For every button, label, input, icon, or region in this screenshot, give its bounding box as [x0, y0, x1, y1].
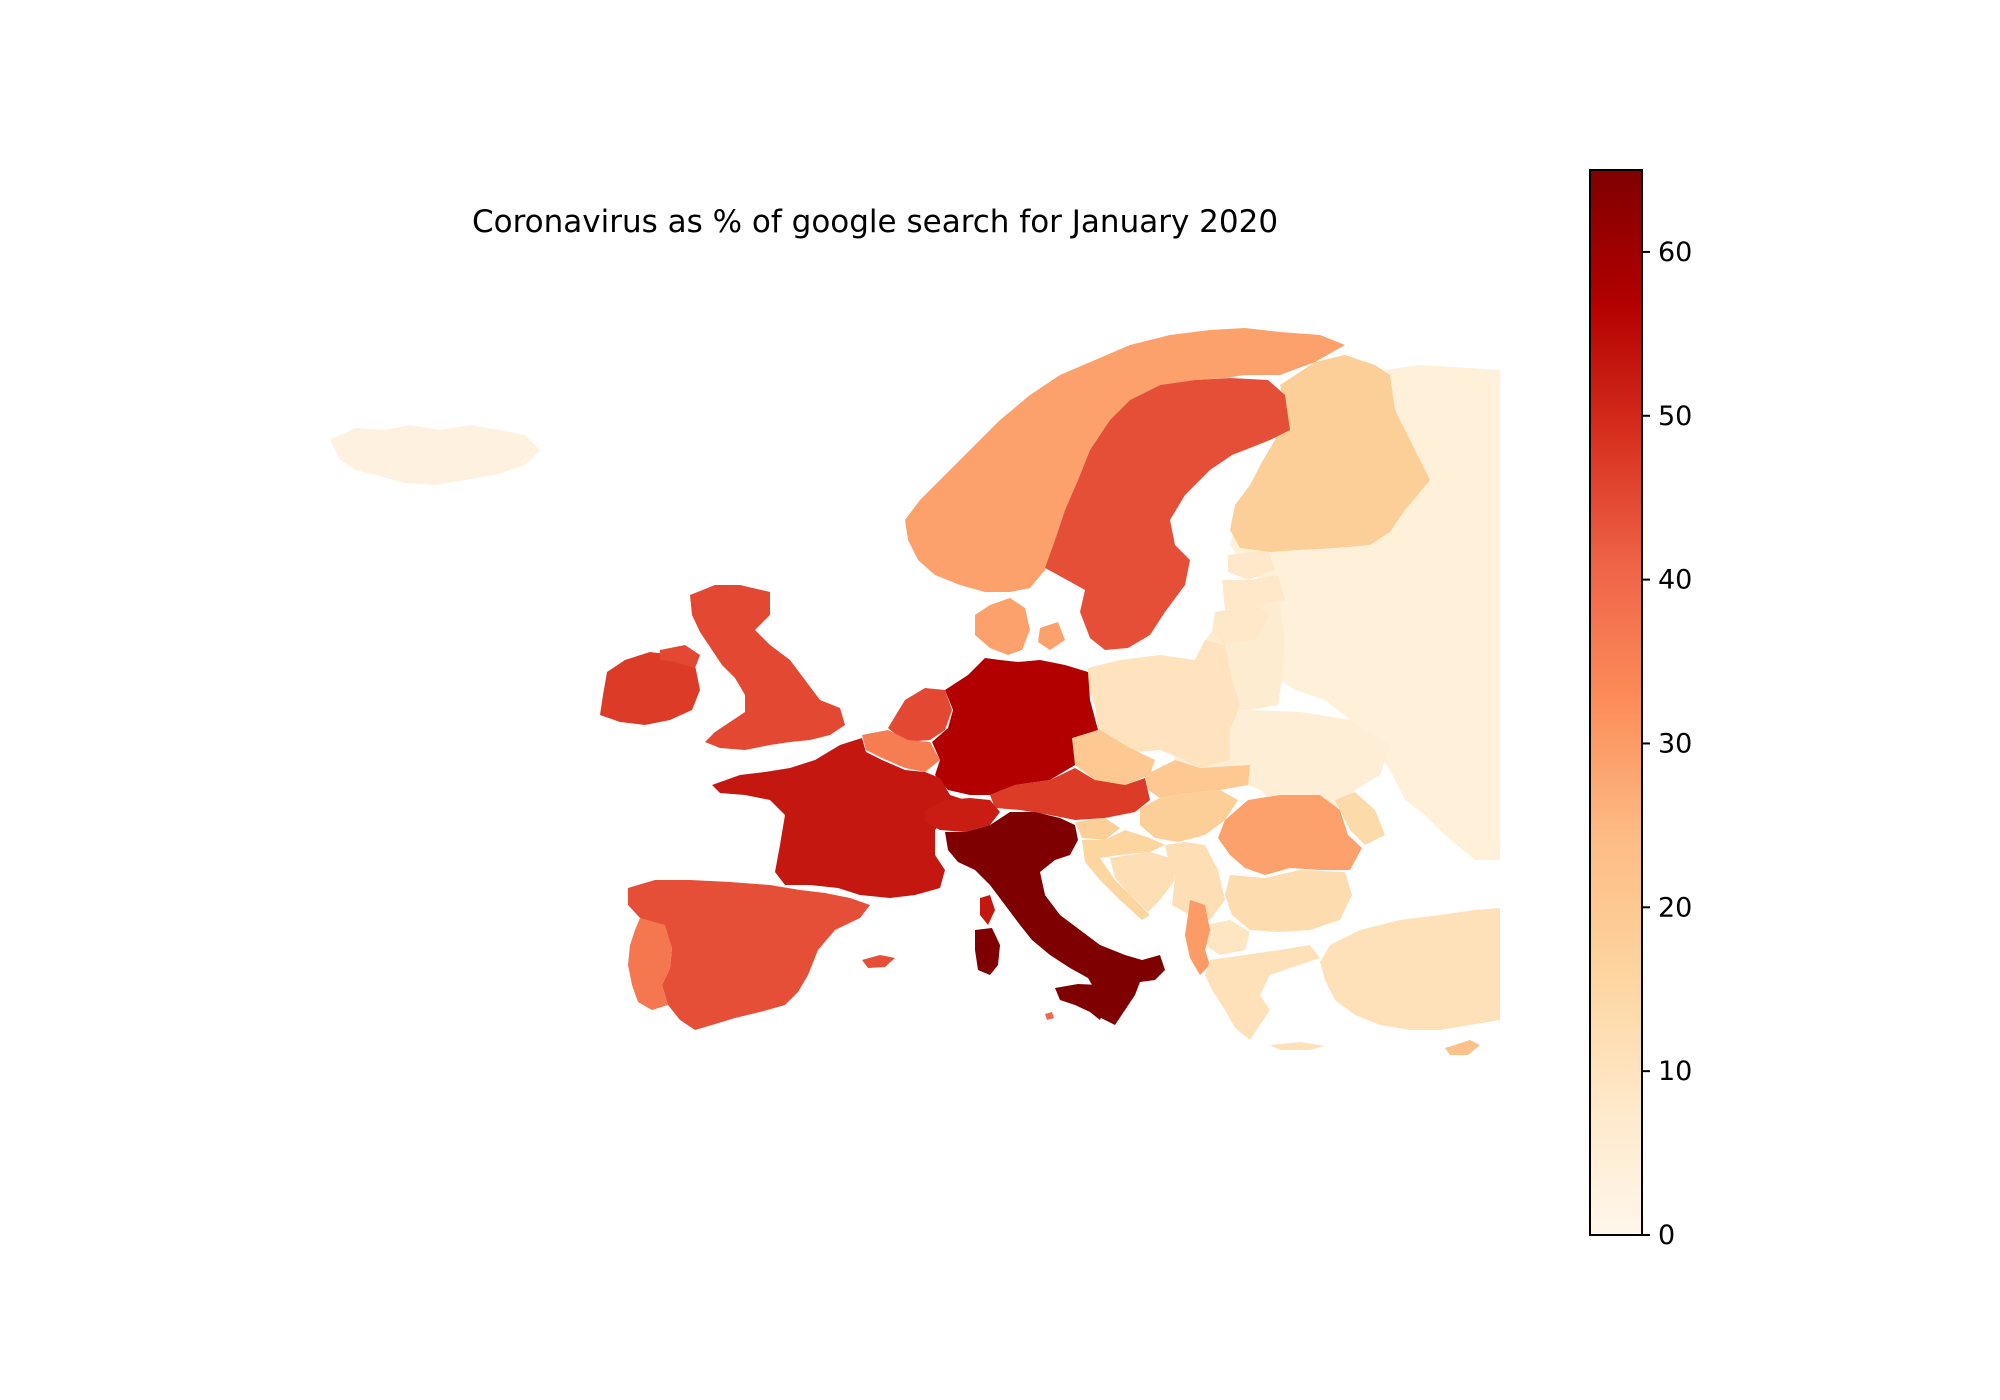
region-greece — [1205, 945, 1320, 1040]
region-serbia — [1165, 842, 1225, 920]
region-ireland — [600, 652, 700, 725]
region-cyprus — [1445, 1040, 1480, 1055]
colorbar-tick-label: 40 — [1658, 565, 1692, 596]
region-france-corsica — [980, 895, 995, 925]
region-malta — [1045, 1012, 1054, 1020]
colorbar-tick-label: 10 — [1658, 1056, 1692, 1087]
region-switzerland — [925, 798, 1000, 832]
colorbar-tick-label: 60 — [1658, 237, 1692, 268]
region-slovakia — [1145, 760, 1250, 798]
region-uk — [690, 585, 845, 750]
region-germany — [932, 658, 1098, 795]
region-bosnia — [1110, 852, 1175, 912]
colorbar: 0 10 20 30 40 50 60 — [1589, 169, 1692, 1251]
colorbar-gradient — [1589, 169, 1643, 1236]
region-poland — [1088, 640, 1240, 768]
country-layer — [330, 328, 1500, 1055]
region-czechia — [1070, 730, 1155, 785]
region-iceland — [330, 425, 540, 485]
region-turkey — [1320, 908, 1500, 1030]
colorbar-tick-label: 20 — [1658, 892, 1692, 923]
region-lithuania — [1212, 605, 1270, 645]
region-croatia — [1082, 830, 1165, 920]
region-slovenia — [1075, 818, 1120, 840]
region-spain-balearic — [862, 955, 895, 968]
region-macedonia — [1205, 920, 1250, 955]
region-estonia — [1228, 550, 1275, 580]
region-uk-ni — [660, 645, 700, 668]
region-italy-sicily — [1055, 984, 1110, 1020]
region-portugal — [628, 918, 672, 1010]
region-norway — [905, 328, 1345, 592]
region-moldova — [1335, 792, 1385, 845]
region-finland — [1230, 355, 1430, 552]
region-france — [712, 738, 965, 898]
region-spain — [628, 880, 870, 1030]
region-sweden — [1045, 378, 1290, 650]
colorbar-ticks: 0 10 20 30 40 50 60 — [1642, 237, 1692, 1251]
region-belgium — [862, 730, 940, 772]
region-bulgaria — [1225, 870, 1352, 932]
colorbar-tick-label: 30 — [1658, 728, 1692, 759]
region-albania — [1185, 900, 1210, 975]
region-italy — [945, 812, 1165, 1025]
colorbar-tick-label: 50 — [1658, 401, 1692, 432]
region-hungary — [1140, 790, 1238, 842]
region-austria — [990, 768, 1150, 820]
region-denmark-islands — [1038, 622, 1065, 650]
region-denmark — [975, 598, 1030, 655]
region-romania — [1218, 795, 1362, 875]
chart-title: Coronavirus as % of google search for Ja… — [471, 204, 1279, 240]
colorbar-tick-label: 0 — [1658, 1220, 1675, 1251]
region-netherlands — [888, 688, 952, 742]
region-greece-crete — [1270, 1042, 1325, 1050]
region-latvia — [1222, 575, 1285, 610]
region-italy-sardinia — [975, 928, 1000, 975]
